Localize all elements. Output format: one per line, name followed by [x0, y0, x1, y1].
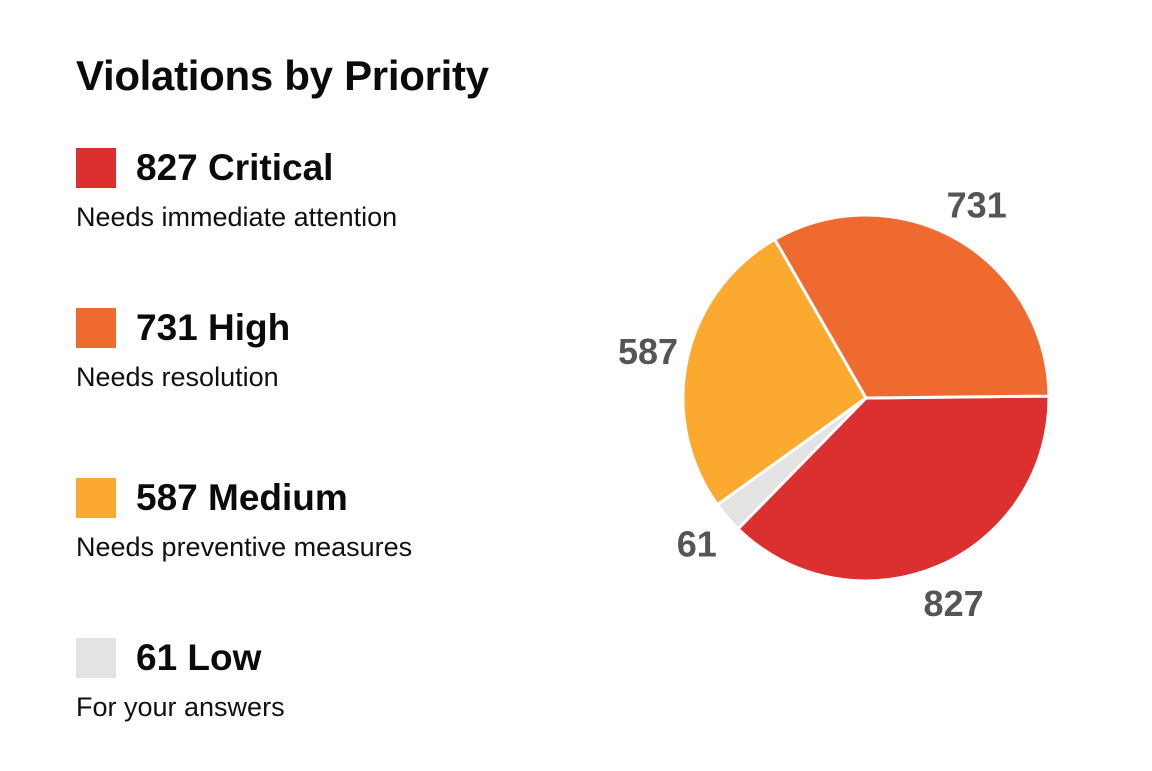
legend-label-critical: 827 Critical [136, 147, 334, 188]
legend-swatch-low [76, 638, 116, 678]
legend-description-medium: Needs preventive measures [76, 532, 413, 562]
legend-item-low: 61 Low For your answers [76, 636, 596, 723]
legend-label-high: 731 High [136, 307, 291, 348]
pie-label-medium: 587 [618, 331, 678, 372]
legend-item-critical: 827 Critical Needs immediate attention [76, 146, 596, 233]
legend-swatch-medium [76, 478, 116, 518]
pie-slice-high [773, 213, 1051, 400]
legend-item-medium: 587 Medium Needs preventive measures [76, 476, 596, 563]
pie-label-critical: 827 [924, 583, 984, 624]
legend-label-medium: 587 Medium [136, 477, 348, 518]
legend-description-low: For your answers [76, 692, 285, 722]
legend-label-low: 61 Low [136, 637, 262, 678]
legend-description-high: Needs resolution [76, 362, 279, 392]
pie-label-low: 61 [677, 523, 717, 564]
legend-swatch-critical [76, 148, 116, 188]
legend-swatch-high [76, 308, 116, 348]
pie-label-high: 731 [947, 184, 1007, 225]
chart-title: Violations by Priority [76, 52, 489, 99]
legend-item-high: 731 High Needs resolution [76, 306, 596, 393]
legend-description-critical: Needs immediate attention [76, 202, 398, 232]
pie-slice-critical [736, 394, 1051, 583]
pie-slice-medium [681, 237, 868, 507]
